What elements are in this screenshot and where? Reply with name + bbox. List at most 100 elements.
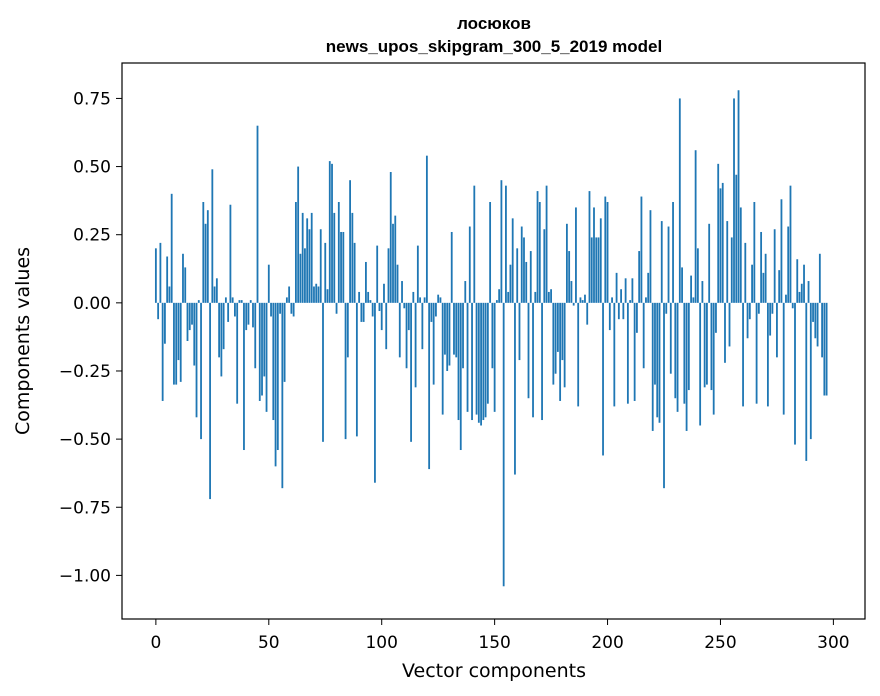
bar-75: [324, 242, 327, 303]
bar-138: [466, 302, 469, 412]
bar-8: [173, 302, 175, 385]
bar-24: [209, 302, 211, 500]
bar-237: [690, 275, 693, 303]
bar-20: [200, 302, 202, 440]
bar-297: [825, 302, 828, 396]
bar-232: [678, 98, 681, 303]
bar-35: [234, 302, 236, 317]
y-tick-label: −0.50: [59, 430, 111, 450]
bar-252: [724, 302, 726, 363]
bar-29: [220, 302, 223, 377]
bar-267: [757, 302, 760, 314]
bar-198: [602, 302, 604, 456]
bar-264: [751, 264, 753, 303]
bar-63: [297, 166, 300, 303]
bar-193: [590, 237, 593, 303]
bar-174: [547, 291, 550, 303]
bar-173: [545, 185, 548, 303]
bar-200: [606, 202, 609, 303]
bar-276: [778, 270, 781, 303]
bar-33: [229, 204, 232, 303]
bar-184: [570, 281, 573, 303]
bar-158: [511, 218, 514, 303]
bar-43: [252, 302, 254, 328]
bar-192: [588, 191, 591, 303]
bar-76: [326, 289, 329, 303]
bar-102: [385, 302, 388, 350]
bar-114: [412, 291, 415, 303]
bar-98: [376, 245, 379, 303]
bar-89: [355, 302, 358, 437]
bar-230: [674, 302, 677, 399]
bar-57: [283, 302, 286, 382]
bar-229: [672, 202, 674, 303]
bar-234: [683, 302, 686, 404]
bar-165: [527, 302, 530, 399]
bar-181: [563, 302, 566, 388]
bar-110: [403, 302, 406, 309]
bar-45: [256, 125, 259, 303]
bar-104: [389, 172, 392, 303]
bar-179: [559, 302, 562, 401]
bar-97: [374, 302, 376, 483]
bar-290: [809, 302, 812, 440]
bar-182: [565, 223, 568, 303]
bar-168: [534, 291, 537, 303]
bar-172: [543, 229, 546, 303]
bar-161: [518, 302, 521, 361]
bar-185: [572, 302, 575, 306]
bar-220: [651, 302, 654, 431]
x-tick-label: 50: [258, 633, 280, 653]
bar-41: [247, 302, 250, 325]
bar-196: [597, 237, 600, 303]
bar-58: [285, 297, 288, 303]
bar-201: [608, 302, 611, 331]
bar-145: [482, 302, 485, 421]
bar-215: [640, 196, 643, 303]
bar-245: [708, 223, 711, 303]
bar-289: [807, 281, 810, 303]
bar-281: [789, 185, 792, 303]
bar-96: [371, 302, 374, 317]
x-tick-label: 250: [704, 633, 736, 653]
bar-286: [800, 283, 803, 303]
bar-116: [416, 245, 419, 303]
bar-86: [349, 180, 351, 303]
bar-213: [636, 302, 638, 333]
bar-69: [310, 212, 313, 303]
bar-77: [328, 161, 331, 303]
bar-22: [204, 223, 207, 303]
bar-115: [414, 302, 417, 388]
bar-105: [392, 223, 394, 303]
bar-146: [484, 302, 487, 418]
bar-65: [301, 212, 304, 303]
bar-272: [769, 302, 772, 336]
bar-93: [365, 261, 367, 303]
bar-49: [265, 302, 268, 412]
bar-268: [760, 231, 763, 303]
bar-274: [773, 229, 776, 303]
bar-240: [696, 248, 699, 303]
bar-197: [599, 218, 602, 303]
bar-142: [475, 302, 478, 415]
bar-94: [367, 291, 370, 303]
bar-190: [584, 294, 586, 303]
bar-15: [188, 302, 191, 331]
bar-111: [405, 302, 408, 369]
bar-271: [766, 302, 769, 407]
bar-227: [667, 226, 670, 303]
bar-160: [516, 248, 519, 303]
bar-55: [279, 302, 281, 314]
bar-257: [735, 174, 738, 303]
bar-31: [224, 297, 227, 303]
x-tick-label: 150: [478, 633, 510, 653]
bar-284: [796, 259, 799, 303]
bar-143: [477, 302, 480, 423]
bar-291: [812, 302, 814, 322]
bar-270: [764, 253, 767, 303]
bar-283: [794, 302, 796, 445]
bar-47: [261, 302, 263, 396]
plot-frame: [121, 62, 866, 620]
bar-258: [737, 90, 740, 303]
